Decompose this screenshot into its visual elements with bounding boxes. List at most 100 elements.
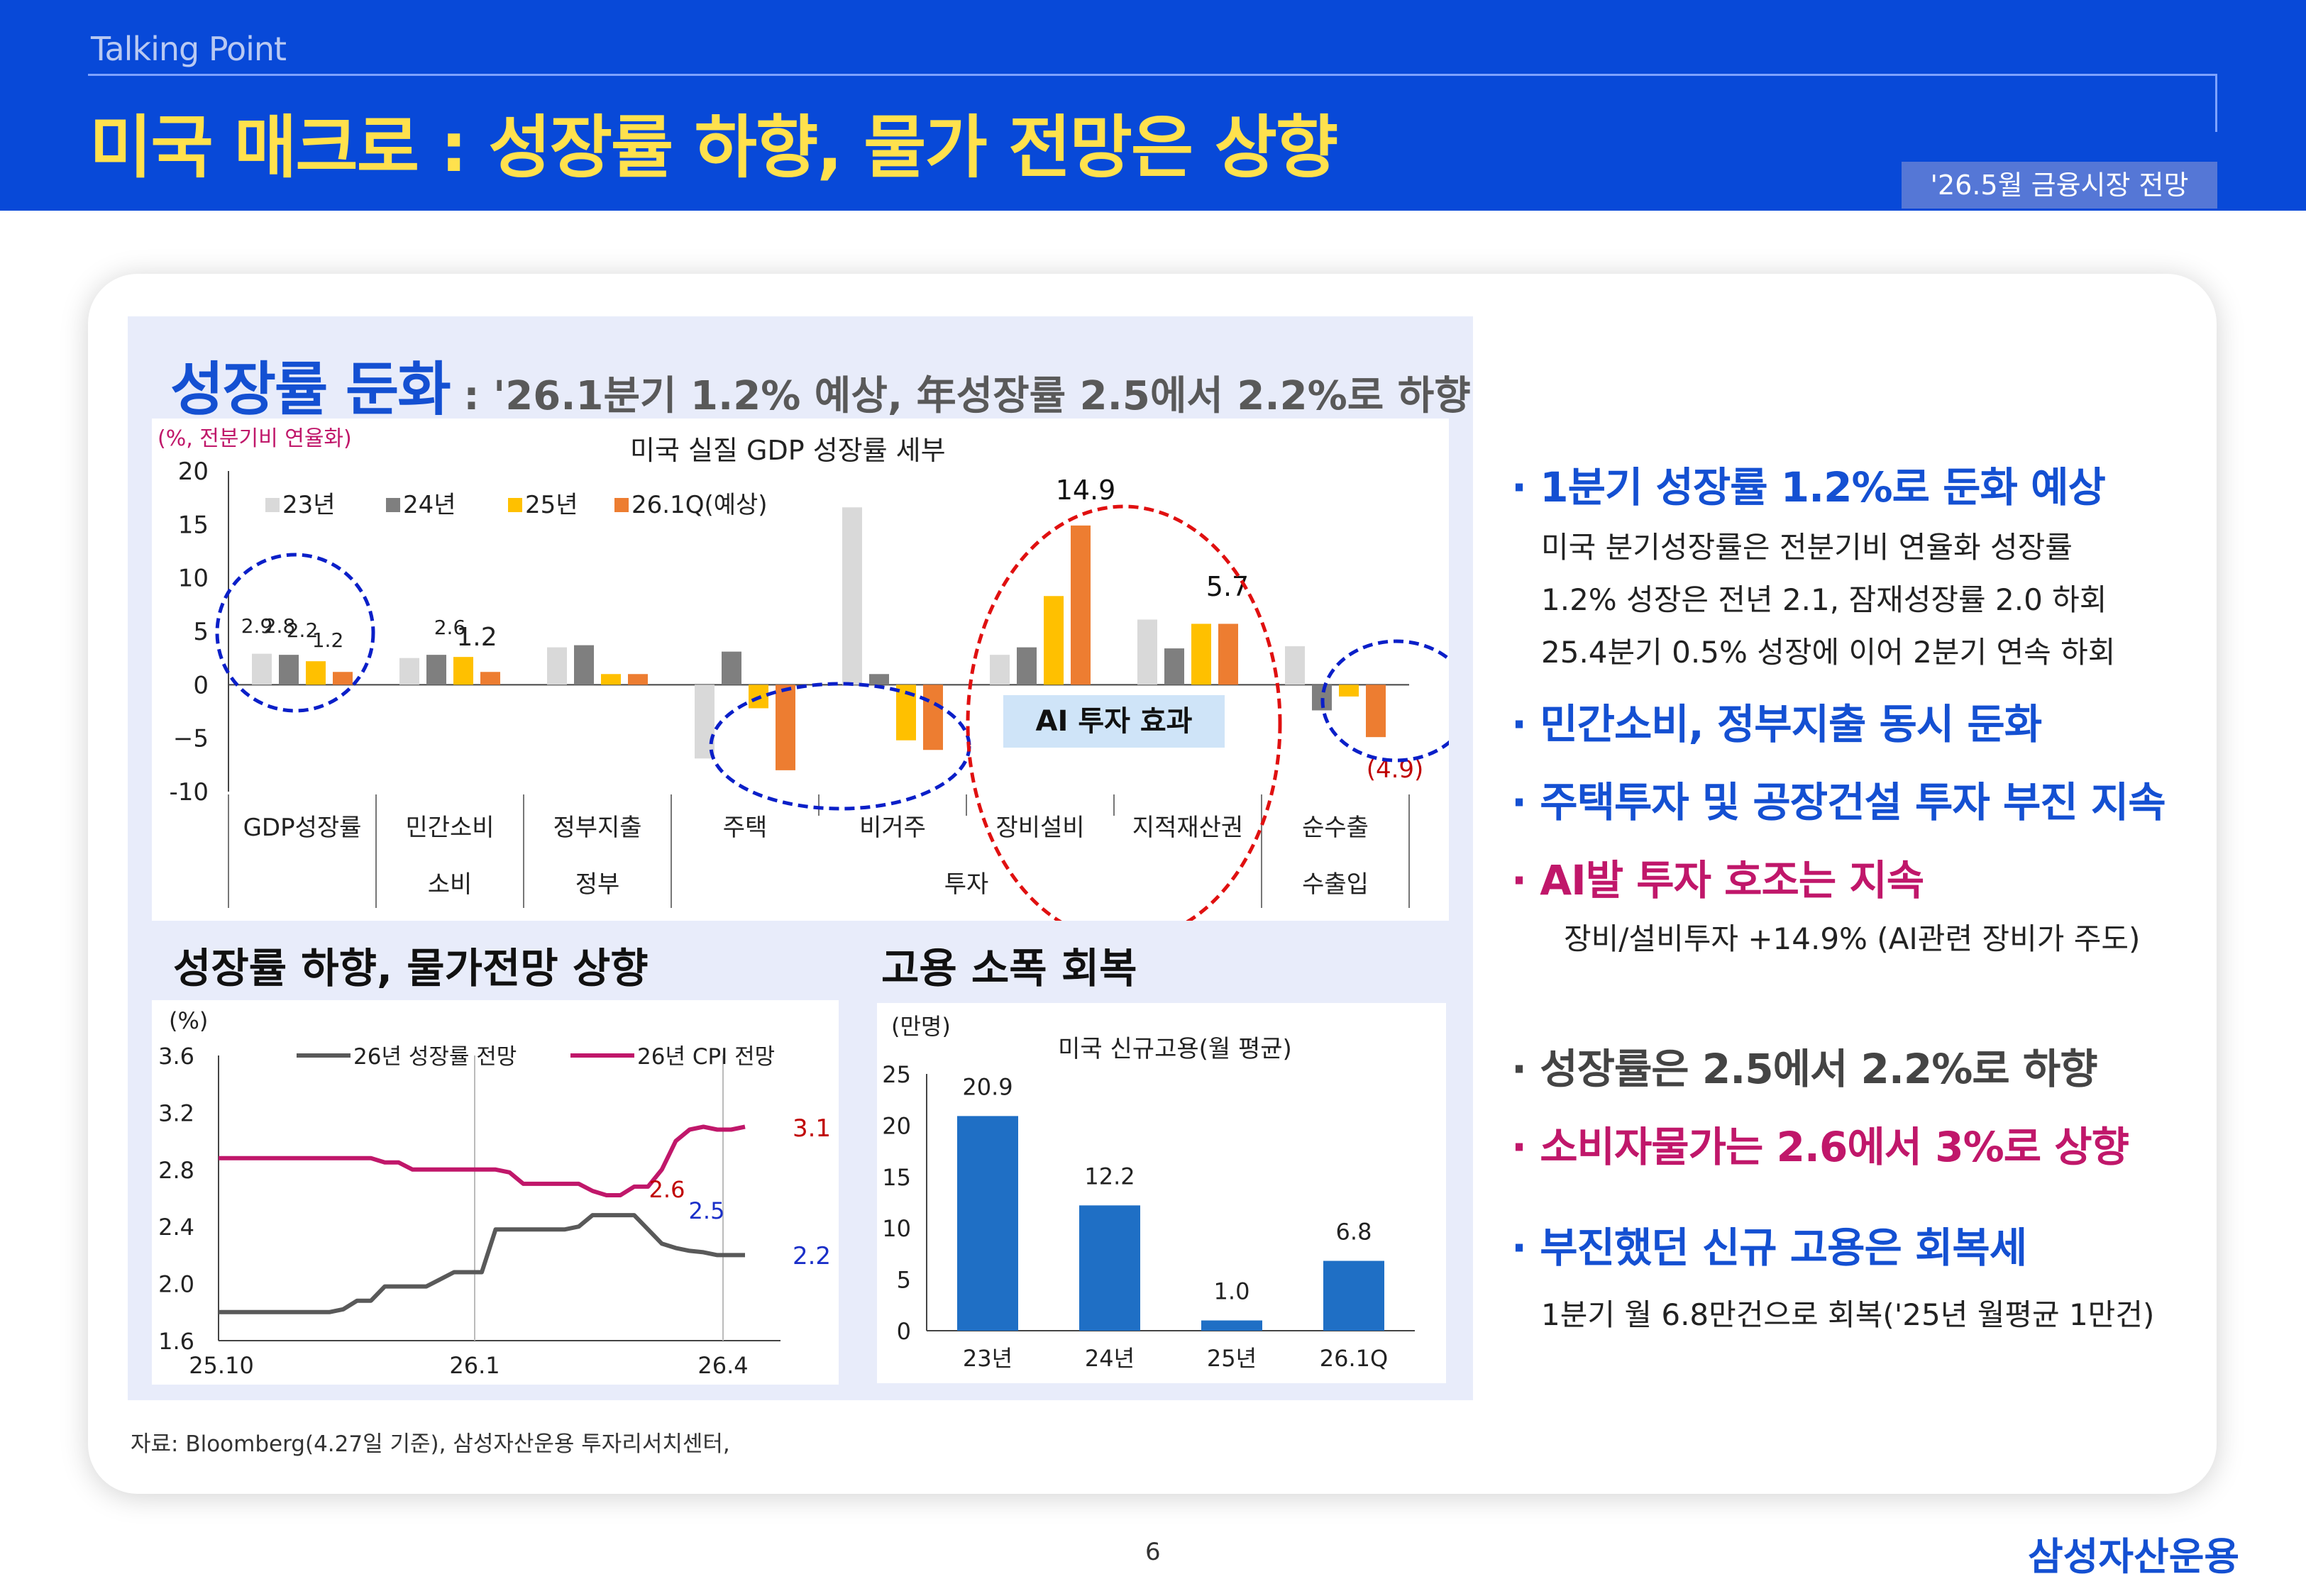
bullet-housing: · 주택투자 및 공장건설 투자 부진 지속 bbox=[1511, 778, 2166, 826]
value-label: 12.2 bbox=[1084, 1163, 1135, 1190]
legend-label: 26년 CPI 전망 bbox=[637, 1044, 775, 1070]
date-badge: '26.5월 금융시장 전망 bbox=[1902, 162, 2217, 209]
data-label: 2.8 bbox=[264, 614, 296, 638]
bar bbox=[923, 685, 943, 750]
page-number: 6 bbox=[1145, 1538, 1161, 1566]
y-tick-label: 5 bbox=[897, 1267, 911, 1294]
legend-swatch bbox=[508, 498, 522, 512]
y-tick-label: 15 bbox=[178, 511, 209, 539]
category-label: 26.1Q bbox=[1320, 1345, 1388, 1372]
group-label: 정부 bbox=[575, 870, 620, 899]
y-tick-label: 0 bbox=[897, 1318, 911, 1345]
y-tick-label: 10 bbox=[178, 565, 209, 593]
bar bbox=[547, 647, 567, 685]
x-tick-label: 25.10 bbox=[189, 1352, 254, 1379]
kicker-label: Talking Point bbox=[91, 30, 287, 68]
bar bbox=[957, 1116, 1018, 1331]
legend-label: 26년 성장률 전망 bbox=[353, 1044, 517, 1070]
y-tick-label: 5 bbox=[193, 618, 209, 646]
panel-headline-detail: : '26.1분기 1.2% 예상, 年성장률 2.5에서 2.2%로 하향 bbox=[449, 373, 1471, 419]
value-label: 20.9 bbox=[962, 1073, 1013, 1100]
point-label: 2.2 bbox=[793, 1242, 831, 1270]
category-label: 주택 bbox=[723, 814, 768, 842]
y-tick-label: 0 bbox=[193, 671, 209, 699]
bullet-desc-ai: 장비/설비투자 +14.9% (AI관련 장비가 주도) bbox=[1564, 921, 2141, 956]
legend-swatch bbox=[614, 498, 629, 512]
y-tick-label: 2.8 bbox=[158, 1157, 194, 1184]
bullet-desc-3: 25.4분기 0.5% 성장에 이어 2분기 연속 하회 bbox=[1541, 635, 2116, 670]
chart-title: 미국 신규고용(월 평균) bbox=[1058, 1035, 1292, 1063]
bar bbox=[1218, 624, 1238, 685]
bar bbox=[1079, 1205, 1140, 1331]
y-tick-label: 2.0 bbox=[158, 1271, 194, 1298]
bar bbox=[1323, 1260, 1384, 1331]
employment-title: 고용 소폭 회복 bbox=[881, 944, 1137, 992]
bar bbox=[695, 685, 715, 759]
bar bbox=[842, 507, 862, 685]
category-label: 정부지출 bbox=[553, 814, 641, 842]
y-tick-label: 2.4 bbox=[158, 1214, 194, 1241]
category-label: 민간소비 bbox=[405, 814, 494, 842]
data-label: 14.9 bbox=[1056, 475, 1116, 506]
bullet-desc-employment: 1분기 월 6.8만건으로 회복('25년 월평균 1만건) bbox=[1541, 1297, 2155, 1332]
value-label: 6.8 bbox=[1336, 1219, 1372, 1246]
data-label: 2.2 bbox=[287, 619, 319, 642]
y-tick-label: 3.6 bbox=[158, 1043, 194, 1070]
bar bbox=[1201, 1320, 1262, 1331]
bullet-growth-cut: · 성장률은 2.5에서 2.2%로 하향 bbox=[1511, 1045, 2098, 1093]
bar bbox=[1017, 647, 1037, 685]
category-label: 23년 bbox=[963, 1345, 1013, 1372]
annotation-label: AI 투자 효과 bbox=[1036, 705, 1193, 738]
data-label: 1.2 bbox=[456, 623, 497, 652]
bar bbox=[990, 655, 1010, 685]
bullet-employment: · 부진했던 신규 고용은 회복세 bbox=[1511, 1224, 2027, 1272]
bar bbox=[628, 674, 648, 685]
bullet-q1-growth: · 1분기 성장률 1.2%로 둔화 예상 bbox=[1511, 463, 2106, 511]
bar bbox=[399, 658, 419, 685]
panel-headline-main: 성장률 둔화 bbox=[170, 356, 451, 423]
category-label: GDP성장률 bbox=[243, 814, 362, 842]
bar bbox=[480, 672, 500, 685]
bar bbox=[252, 653, 272, 685]
x-tick-label: 26.1 bbox=[449, 1352, 500, 1379]
bar bbox=[1339, 685, 1359, 697]
legend-label: 23년 bbox=[282, 491, 336, 519]
group-label: 투자 bbox=[944, 870, 989, 899]
panel-headline: 성장률 둔화 : '26.1분기 1.2% 예상, 年성장률 2.5에서 2.2… bbox=[170, 342, 1471, 426]
unit-label: (%, 전분기비 연율화) bbox=[158, 426, 352, 451]
bullet-desc-1: 미국 분기성장률은 전분기비 연율화 성장률 bbox=[1541, 530, 2073, 565]
bar bbox=[1071, 525, 1091, 685]
bar bbox=[722, 651, 741, 685]
y-tick-label: 10 bbox=[882, 1215, 911, 1242]
y-tick-label: 20 bbox=[882, 1112, 911, 1139]
bar bbox=[279, 655, 299, 685]
forecast-chart-box: (%) 3.6 3.2 2.8 2.4 2.0 1.6 25.10 26.1 26.4 26년 성장… bbox=[152, 1000, 839, 1385]
category-label: 지적재산권 bbox=[1132, 814, 1243, 842]
category-label: 장비설비 bbox=[995, 814, 1084, 842]
data-label: 1.2 bbox=[312, 628, 344, 652]
y-tick-label: −5 bbox=[173, 725, 209, 753]
highlight-ellipse bbox=[215, 553, 375, 713]
category-label: 비거주 bbox=[859, 814, 926, 842]
header-divider-vertical bbox=[2215, 74, 2217, 132]
y-tick-label: 1.6 bbox=[158, 1328, 194, 1355]
legend-label: 24년 bbox=[403, 491, 456, 519]
group-label: 소비 bbox=[428, 870, 473, 899]
legend-label: 26.1Q(예상) bbox=[631, 491, 768, 519]
bar bbox=[574, 645, 594, 685]
forecast-line-chart: (%) 3.6 3.2 2.8 2.4 2.0 1.625.10 26.1 26.4 26년 성장… bbox=[158, 1007, 831, 1379]
legend-label: 25년 bbox=[525, 491, 578, 519]
category-label: 24년 bbox=[1085, 1345, 1135, 1372]
series-line bbox=[219, 1213, 745, 1314]
bar bbox=[1044, 596, 1064, 685]
bullet-desc-2: 1.2% 성장은 전년 2.1, 잠재성장률 2.0 하회 bbox=[1541, 582, 2107, 617]
bar bbox=[1366, 685, 1386, 738]
annotation-box bbox=[1003, 695, 1225, 748]
highlight-ellipse-red bbox=[966, 504, 1282, 943]
bar bbox=[1285, 646, 1305, 685]
point-label: 3.1 bbox=[793, 1114, 831, 1143]
bar bbox=[601, 674, 621, 685]
data-label: 2.6 bbox=[434, 616, 466, 639]
y-tick-label: 25 bbox=[882, 1061, 911, 1088]
unit-label: (만명) bbox=[891, 1013, 951, 1040]
